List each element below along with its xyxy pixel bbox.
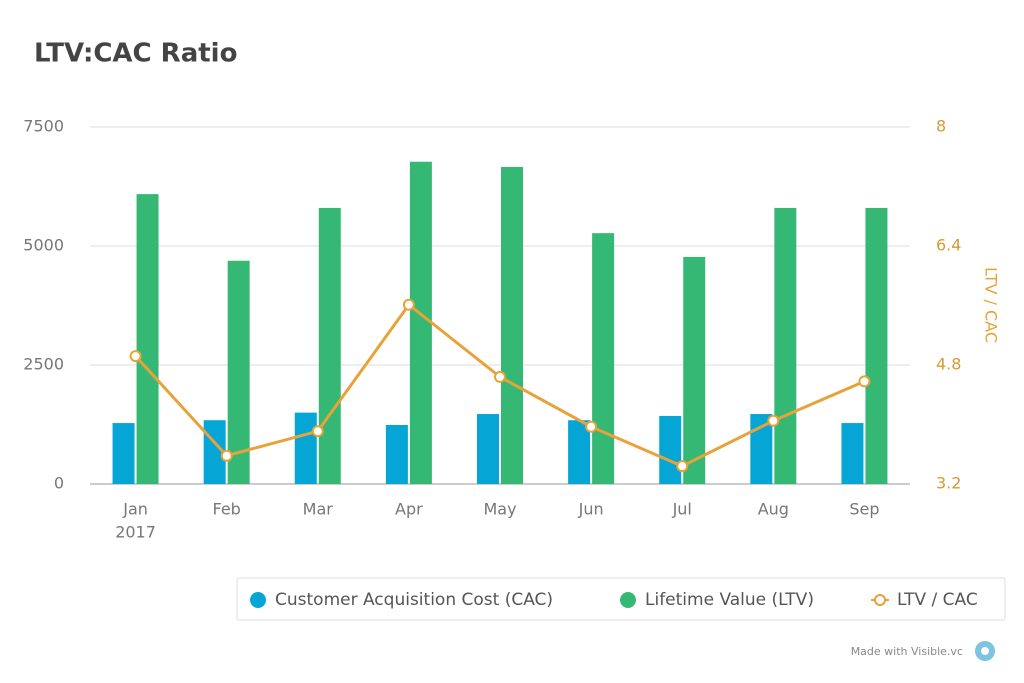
bar: [227, 260, 250, 484]
legend-label[interactable]: Customer Acquisition Cost (CAC): [275, 590, 553, 610]
bar: [294, 412, 317, 484]
y2-tick-label: 3.2: [936, 474, 961, 493]
point: [311, 425, 324, 438]
bar: [865, 207, 888, 485]
bar: [659, 415, 682, 484]
point: [402, 298, 415, 311]
footer: Made with Visible.vc: [851, 645, 963, 658]
x-tick-label: Apr: [395, 500, 423, 519]
point: [585, 420, 598, 433]
point: [676, 460, 689, 473]
bar: [318, 207, 341, 485]
x-tick-label: May: [483, 500, 516, 519]
bar: [136, 194, 159, 484]
legend-marker: [250, 592, 266, 608]
x-year-label: 2017: [115, 523, 156, 542]
x-tick-label: Jul: [672, 500, 692, 519]
point: [220, 449, 233, 462]
y-tick-label: 0: [54, 474, 64, 493]
legend-marker: [620, 592, 636, 608]
x-tick-label: Feb: [213, 500, 241, 519]
bar: [385, 424, 408, 484]
legend-label[interactable]: Lifetime Value (LTV): [645, 590, 814, 610]
x-tick-label: Mar: [303, 500, 334, 519]
legend-marker: [874, 594, 886, 606]
x-tick-label: Aug: [758, 500, 789, 519]
bar: [568, 420, 591, 484]
point: [129, 350, 142, 363]
y2-tick-label: 4.8: [936, 355, 961, 374]
x-tick-label: Sep: [849, 500, 879, 519]
bar: [501, 166, 523, 484]
bar: [112, 423, 135, 484]
y2-tick-label: 8: [936, 117, 946, 136]
point: [858, 375, 871, 388]
point: [767, 414, 780, 427]
x-tick-label: Jun: [578, 500, 604, 519]
x-tick-label: Jan: [122, 500, 148, 519]
y2-tick-label: 6.4: [936, 236, 961, 255]
y2-axis-label: LTV / CAC: [982, 267, 1001, 343]
bar: [477, 414, 499, 484]
legend-label[interactable]: LTV / CAC: [897, 590, 978, 610]
bar: [750, 414, 773, 484]
bar: [841, 423, 864, 484]
y-tick-label: 2500: [23, 355, 64, 374]
bar: [774, 207, 797, 485]
bar: [409, 161, 432, 485]
bar: [683, 256, 706, 484]
point: [494, 370, 506, 383]
chart-title: LTV:CAC Ratio: [34, 39, 237, 69]
bar: [592, 233, 615, 484]
y-tick-label: 7500: [23, 117, 64, 136]
footer-logo: [981, 647, 989, 655]
y-tick-label: 5000: [23, 236, 64, 255]
